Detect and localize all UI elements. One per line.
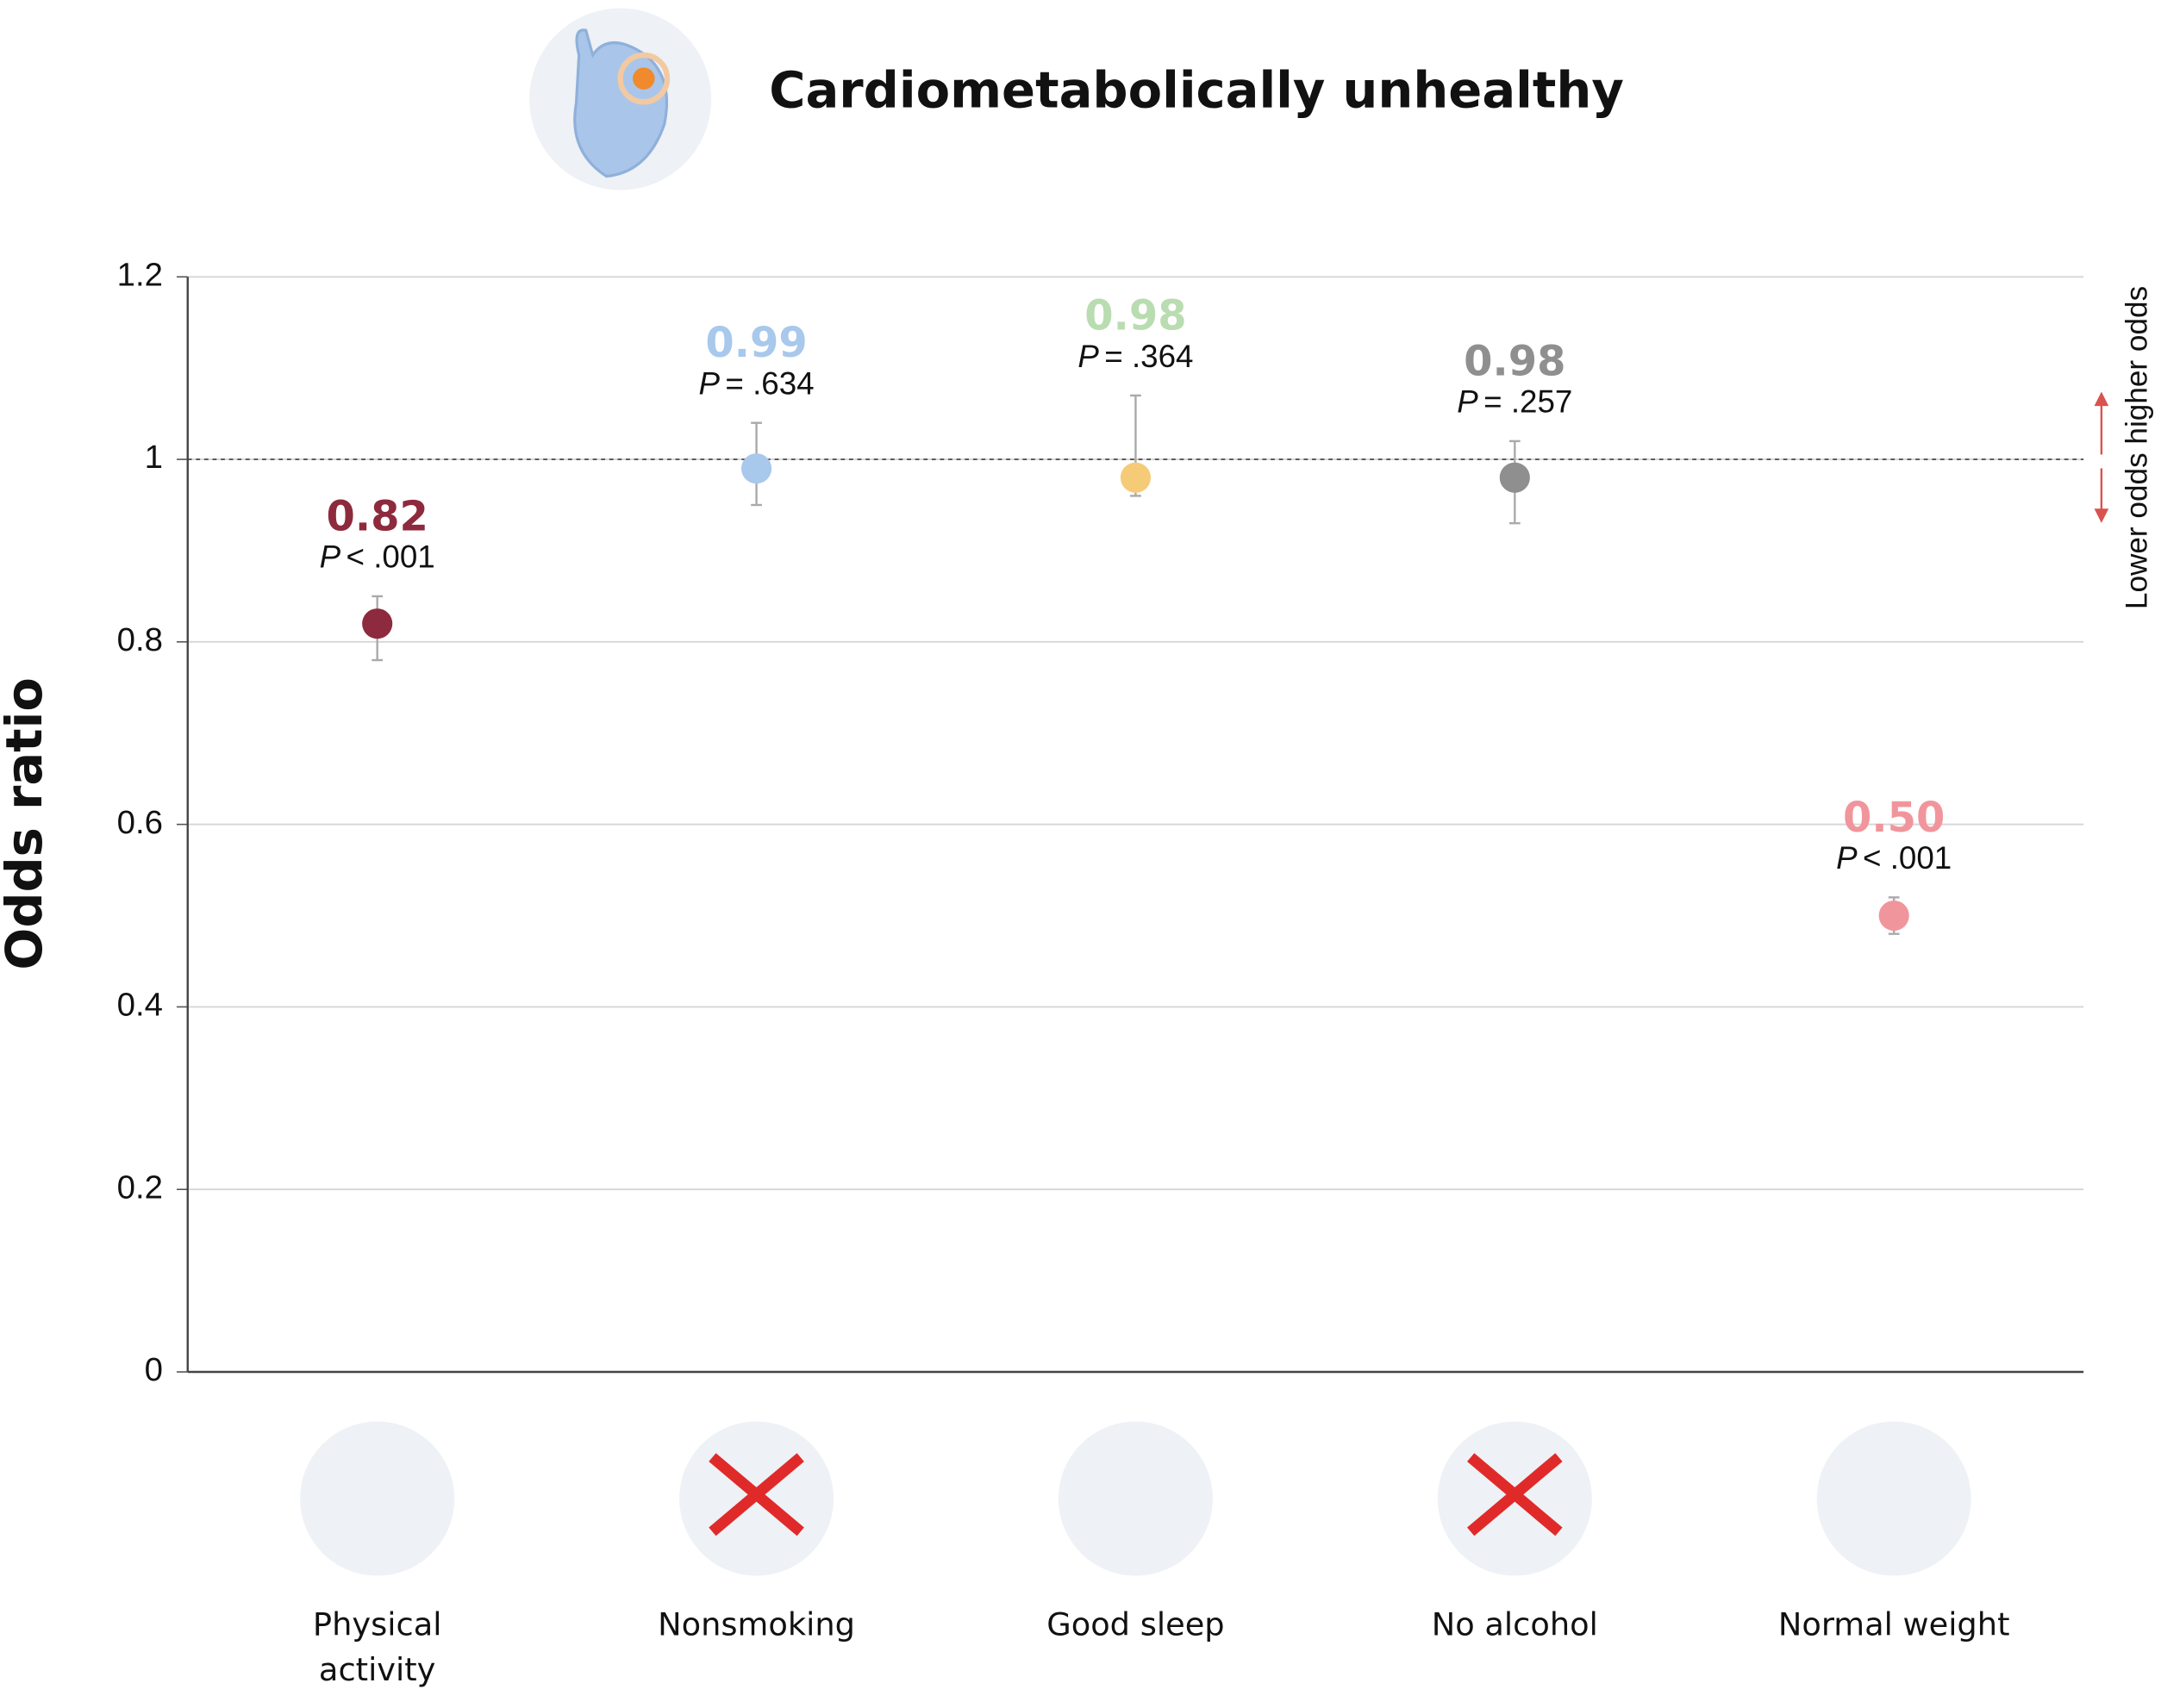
y-tick-label: 0.2: [117, 1169, 163, 1206]
y-tick-label: 0: [145, 1351, 163, 1388]
value-label: 0.98: [1464, 337, 1565, 385]
category-icon: [300, 1421, 455, 1576]
point: [1120, 462, 1152, 493]
icon-background: [300, 1421, 455, 1576]
p-symbol: P: [1457, 383, 1478, 419]
x-tick-label: Normal weight: [1777, 1607, 2010, 1643]
x-tick-label: Physical activity: [312, 1607, 442, 1690]
category-icon: [679, 1421, 834, 1576]
p-value: P < .001: [1836, 840, 1952, 876]
y-tick-label: 0.8: [117, 621, 163, 658]
p-symbol: P: [320, 539, 341, 574]
p-symbol: P: [1077, 338, 1099, 373]
p-value-text: = .634: [725, 365, 814, 401]
icon-background: [1058, 1421, 1213, 1576]
point: [1499, 462, 1530, 493]
x-label-box: Physical activity: [312, 1607, 442, 1690]
point: [1878, 900, 1909, 932]
chart-title: Cardiometabolically unhealthy: [769, 61, 1624, 119]
p-value-text: < .001: [1863, 840, 1952, 876]
x-label-box: Good sleep: [1046, 1607, 1225, 1643]
y-tick-label: 1: [145, 439, 163, 476]
p-value: P = .257: [1457, 383, 1572, 419]
p-value-text: = .257: [1483, 383, 1572, 419]
icon-background: [1816, 1421, 1971, 1576]
p-value-text: < .001: [347, 539, 435, 574]
p-value-text: = .364: [1104, 338, 1193, 373]
y-tick-label: 0.6: [117, 804, 163, 841]
y-tick-label: 0.4: [117, 987, 163, 1024]
x-tick-label: Good sleep: [1046, 1607, 1225, 1643]
value-label: 0.99: [705, 319, 807, 367]
side-annotation: Lower odds higher odds: [2120, 286, 2153, 609]
x-label-box: No alcohol: [1431, 1607, 1598, 1643]
point: [362, 608, 393, 639]
value-label: 0.98: [1084, 291, 1186, 340]
icon-cross: [1467, 1453, 1563, 1537]
p-symbol: P: [1836, 840, 1858, 876]
y-axis-label: Odds ratio: [0, 677, 53, 969]
direction-arrows: [2094, 391, 2109, 523]
point: [740, 453, 772, 484]
title-icon: [529, 8, 712, 190]
category-icon: [1437, 1421, 1592, 1576]
value-label: 0.50: [1843, 794, 1945, 842]
category-icon: [1816, 1421, 1971, 1576]
category-icon: [1058, 1421, 1213, 1576]
x-label-box: Nonsmoking: [658, 1607, 855, 1643]
y-tick-label: 1.2: [117, 256, 163, 293]
p-symbol: P: [699, 365, 721, 401]
x-label-box: Normal weight: [1777, 1607, 2010, 1643]
x-tick-label: Nonsmoking: [658, 1607, 855, 1643]
value-label: 0.82: [327, 492, 428, 540]
x-tick-label: No alcohol: [1431, 1607, 1598, 1643]
icon-cross: [709, 1453, 804, 1537]
p-value: P = .364: [1077, 338, 1193, 373]
p-value: P < .001: [320, 539, 435, 574]
p-value: P = .634: [699, 365, 815, 401]
